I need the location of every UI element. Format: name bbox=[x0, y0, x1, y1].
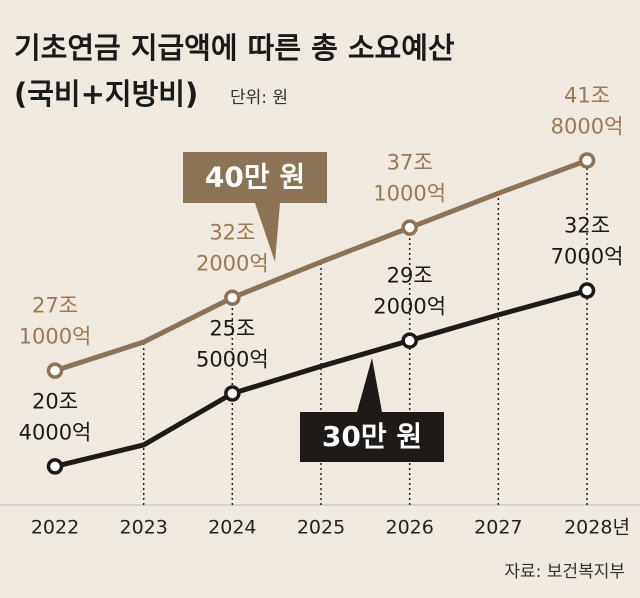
value-label-line: 37조 bbox=[387, 151, 433, 175]
x-tick-label: 2024 bbox=[208, 517, 256, 539]
value-label-line: 7000억 bbox=[551, 245, 624, 269]
point bbox=[578, 282, 596, 299]
value-label-line: 41조 bbox=[564, 83, 610, 107]
point bbox=[224, 385, 241, 402]
value-label-line: 2000억 bbox=[196, 252, 269, 276]
x-tick-label: 2025 bbox=[297, 517, 345, 539]
legend-label: 30만 원 bbox=[322, 420, 422, 453]
value-label: 32조 2000억 bbox=[196, 221, 269, 276]
value-label-line: 1000억 bbox=[373, 182, 446, 206]
value-label: 27조 1000억 bbox=[19, 294, 92, 349]
value-label: 25조 5000억 bbox=[196, 316, 269, 371]
value-label: 20조 4000억 bbox=[19, 389, 92, 444]
value-label-line: 2000억 bbox=[373, 295, 446, 319]
value-label-line: 27조 bbox=[32, 294, 78, 318]
unit-note: 단위: 원 bbox=[230, 88, 288, 108]
legend-pointer bbox=[357, 358, 382, 412]
x-tick-label: 2028년 bbox=[564, 517, 630, 539]
point bbox=[401, 332, 418, 349]
value-label-line: 20조 bbox=[32, 389, 78, 413]
x-tick-label: 2022 bbox=[31, 517, 79, 539]
legend-label: 40만 원 bbox=[205, 161, 305, 194]
x-tick-label: 2023 bbox=[119, 517, 167, 539]
value-label: 37조 1000억 bbox=[373, 151, 446, 206]
point bbox=[46, 458, 64, 475]
point bbox=[46, 362, 64, 379]
x-tick-label: 2026 bbox=[386, 517, 434, 539]
value-label: 32조 7000억 bbox=[551, 214, 624, 269]
value-label-line: 25조 bbox=[209, 316, 255, 340]
value-label-line: 4000억 bbox=[19, 420, 92, 444]
x-tick-label: 2027 bbox=[474, 517, 522, 539]
chart-title: 기초연금 지급액에 따른 총 소요예산 bbox=[14, 31, 455, 65]
point bbox=[401, 219, 418, 236]
value-label-line: 32조 bbox=[209, 221, 255, 245]
series-line bbox=[54, 288, 588, 469]
point bbox=[224, 289, 241, 306]
chart-subtitle: (국비+지방비) bbox=[14, 77, 198, 111]
value-label-line: 8000억 bbox=[551, 114, 624, 138]
legend-box bbox=[183, 152, 327, 203]
value-label: 29조 2000억 bbox=[373, 264, 446, 319]
legend-pointer bbox=[255, 203, 280, 262]
value-label: 41조 8000억 bbox=[551, 83, 624, 138]
value-label-line: 32조 bbox=[564, 214, 610, 238]
value-label-line: 1000억 bbox=[19, 325, 92, 349]
value-label-line: 29조 bbox=[387, 264, 433, 288]
series-line bbox=[54, 158, 588, 373]
point bbox=[578, 152, 596, 169]
value-label-line: 5000억 bbox=[196, 347, 269, 371]
source: 자료: 보건복지부 bbox=[504, 562, 625, 582]
legend-box bbox=[300, 412, 444, 462]
